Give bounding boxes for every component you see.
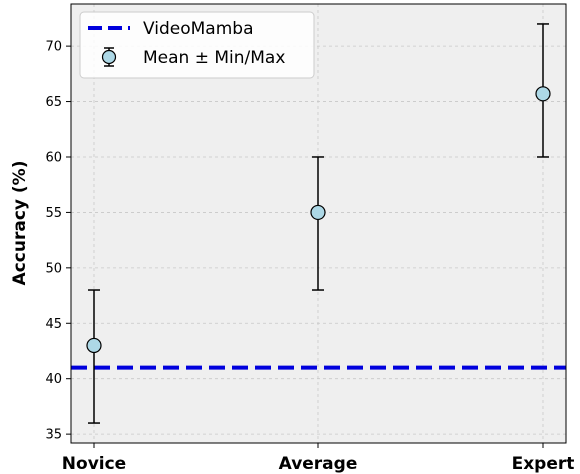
legend-videomamba-label: VideoMamba (143, 19, 253, 39)
x-tick-label-average: Average (279, 454, 358, 474)
y-axis-title: Accuracy (%) (10, 161, 30, 286)
x-axis: Novice Average Expert (62, 443, 575, 474)
y-axis: 35 40 45 50 55 60 65 70 (45, 40, 71, 443)
legend-box (79, 11, 315, 79)
mean-point-average (310, 204, 326, 221)
y-tick-label: 55 (45, 206, 62, 221)
y-tick-label: 40 (45, 372, 62, 387)
y-tick-label: 60 (45, 150, 62, 165)
mean-point-novice (86, 337, 102, 354)
x-tick-label-novice: Novice (62, 454, 126, 474)
y-tick-label: 70 (45, 40, 62, 55)
legend-mean-label: Mean ± Min/Max (143, 48, 285, 68)
data-series (86, 23, 551, 424)
y-tick-label: 45 (45, 317, 62, 332)
legend-marker-swatch (101, 49, 117, 65)
legend: VideoMamba Mean ± Min/Max (79, 11, 315, 79)
y-tick-label: 35 (45, 428, 62, 443)
x-tick-label-expert: Expert (512, 454, 575, 474)
mean-point-expert (535, 86, 551, 102)
y-tick-label: 50 (45, 261, 62, 276)
y-tick-label: 65 (45, 95, 62, 110)
